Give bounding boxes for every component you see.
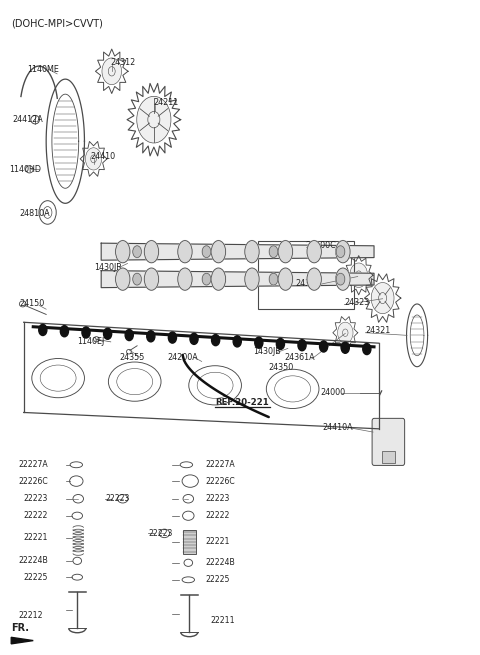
Circle shape <box>336 246 345 257</box>
Circle shape <box>269 273 278 285</box>
Text: 24323: 24323 <box>344 298 370 307</box>
Circle shape <box>133 246 142 257</box>
Circle shape <box>125 329 133 341</box>
Ellipse shape <box>245 268 259 290</box>
Text: 22226C: 22226C <box>205 477 235 485</box>
Text: 24361A: 24361A <box>285 353 315 362</box>
Circle shape <box>137 96 171 143</box>
Text: 24321: 24321 <box>365 326 391 335</box>
Text: 24100C: 24100C <box>305 240 336 250</box>
Circle shape <box>337 322 353 343</box>
Ellipse shape <box>178 240 192 263</box>
Polygon shape <box>101 271 374 288</box>
Ellipse shape <box>211 268 226 290</box>
Ellipse shape <box>278 240 293 263</box>
Circle shape <box>147 331 155 342</box>
Circle shape <box>341 342 349 353</box>
Text: 22222: 22222 <box>205 512 230 520</box>
Circle shape <box>350 263 368 288</box>
Text: 22223: 22223 <box>148 529 172 538</box>
Bar <box>382 451 395 463</box>
Circle shape <box>269 246 278 257</box>
Text: 24200A: 24200A <box>167 353 198 362</box>
Ellipse shape <box>211 240 226 263</box>
Circle shape <box>39 324 47 335</box>
Text: 22211: 22211 <box>210 616 235 625</box>
Circle shape <box>276 339 285 350</box>
FancyBboxPatch shape <box>372 419 405 466</box>
Text: 22212: 22212 <box>19 610 43 620</box>
Text: 22223: 22223 <box>24 495 48 503</box>
Text: 22227A: 22227A <box>19 460 48 469</box>
Bar <box>258 241 354 309</box>
Text: 22221: 22221 <box>205 537 230 546</box>
Ellipse shape <box>116 268 130 290</box>
Ellipse shape <box>336 240 350 263</box>
Text: 24810A: 24810A <box>19 209 49 218</box>
Text: 1140HD: 1140HD <box>9 165 41 174</box>
Ellipse shape <box>144 240 158 263</box>
Text: 24000: 24000 <box>321 388 346 398</box>
Text: 22223: 22223 <box>105 495 130 503</box>
Ellipse shape <box>307 268 322 290</box>
Text: 1140ME: 1140ME <box>27 65 59 74</box>
Text: 22225: 22225 <box>205 575 230 584</box>
Text: 22224B: 22224B <box>19 556 48 565</box>
Circle shape <box>212 335 220 346</box>
Text: 22224B: 22224B <box>205 558 235 567</box>
Text: 24211: 24211 <box>154 98 179 107</box>
Bar <box>182 530 196 553</box>
Text: (DOHC-MPI>CVVT): (DOHC-MPI>CVVT) <box>11 18 103 29</box>
Ellipse shape <box>245 240 259 263</box>
Polygon shape <box>101 243 374 260</box>
Text: 24350: 24350 <box>268 363 293 372</box>
Circle shape <box>102 58 121 84</box>
Circle shape <box>233 336 241 347</box>
Polygon shape <box>11 637 33 644</box>
Circle shape <box>104 328 112 339</box>
Ellipse shape <box>178 268 192 290</box>
Circle shape <box>320 341 328 352</box>
Text: 24312: 24312 <box>111 58 136 67</box>
Text: 22227A: 22227A <box>205 460 235 469</box>
Text: 24355: 24355 <box>120 353 145 362</box>
Circle shape <box>60 326 69 337</box>
Text: 22222: 22222 <box>24 512 48 520</box>
Text: 1430JB: 1430JB <box>95 263 122 272</box>
Text: 22226C: 22226C <box>19 477 48 485</box>
Circle shape <box>298 340 306 351</box>
Circle shape <box>255 337 263 348</box>
Text: 22225: 22225 <box>24 572 48 582</box>
Text: REF.20-221: REF.20-221 <box>215 398 269 407</box>
Circle shape <box>202 273 211 285</box>
Ellipse shape <box>307 240 322 263</box>
Circle shape <box>371 282 394 314</box>
Ellipse shape <box>144 268 158 290</box>
Circle shape <box>190 333 198 345</box>
Text: 24322: 24322 <box>296 279 321 288</box>
Text: 24150: 24150 <box>19 299 44 309</box>
Circle shape <box>85 148 102 170</box>
Ellipse shape <box>278 268 293 290</box>
Text: FR.: FR. <box>11 623 29 633</box>
Circle shape <box>363 343 371 354</box>
Circle shape <box>336 273 345 285</box>
Ellipse shape <box>116 240 130 263</box>
Circle shape <box>133 273 142 285</box>
Text: 24410A: 24410A <box>323 423 353 432</box>
Text: 1140EJ: 1140EJ <box>77 337 105 346</box>
Text: 1430JB: 1430JB <box>253 346 281 356</box>
Text: 24412A: 24412A <box>12 115 43 124</box>
Ellipse shape <box>336 268 350 290</box>
Text: 22221: 22221 <box>24 533 48 542</box>
Text: 22223: 22223 <box>205 495 230 503</box>
Circle shape <box>202 246 211 257</box>
Circle shape <box>168 332 177 343</box>
Circle shape <box>82 327 90 338</box>
Text: 24410: 24410 <box>91 152 116 160</box>
